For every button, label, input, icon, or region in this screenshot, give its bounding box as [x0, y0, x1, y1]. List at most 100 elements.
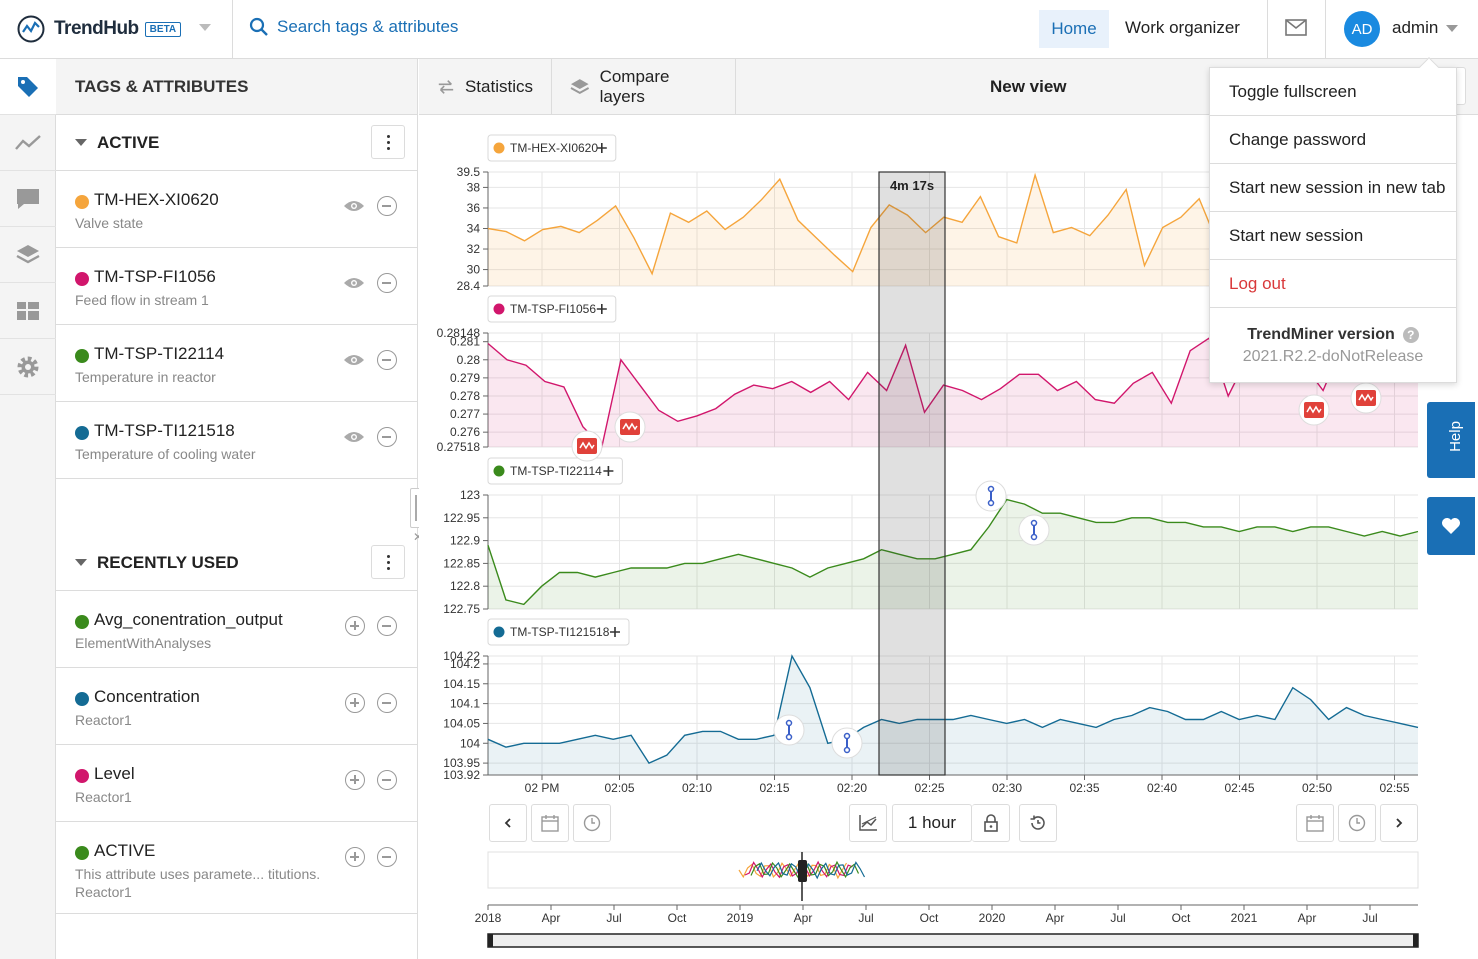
settings-nav-button[interactable]	[0, 339, 56, 395]
series-line	[487, 654, 1419, 764]
compare-layers-button[interactable]: Compare layers	[552, 59, 736, 115]
comment-icon	[17, 188, 39, 209]
app-logo[interactable]: TrendHub BETA	[16, 14, 182, 44]
y-tick-label: 104.2	[450, 657, 480, 671]
remove-icon[interactable]	[377, 847, 397, 867]
remove-icon[interactable]	[377, 196, 397, 216]
pin-icon-head	[1030, 519, 1038, 527]
recent-section-header[interactable]: RECENTLY USED	[56, 535, 417, 591]
layers-nav-button[interactable]	[0, 227, 56, 283]
remove-icon[interactable]	[377, 693, 397, 713]
next-period-button[interactable]	[1380, 804, 1418, 842]
add-icon[interactable]	[345, 770, 365, 790]
view-title[interactable]: New view	[990, 77, 1067, 96]
overview-tick-label: Jul	[858, 911, 873, 925]
clock-icon	[583, 814, 601, 832]
active-menu-button[interactable]	[371, 125, 405, 159]
chart-axes-icon	[859, 815, 877, 831]
toggle-fullscreen-item[interactable]: Toggle fullscreen	[1210, 68, 1456, 116]
tag-color-dot	[75, 846, 89, 860]
lock-icon	[983, 814, 998, 832]
close-icon[interactable]: ✕	[412, 530, 424, 544]
add-icon[interactable]	[345, 616, 365, 636]
chart-type-button[interactable]	[849, 804, 887, 842]
history-button[interactable]	[1019, 804, 1057, 842]
y-tick-label: 123	[460, 488, 480, 502]
remove-icon[interactable]	[377, 350, 397, 370]
help-tab[interactable]: Help	[1427, 402, 1475, 478]
calendar-button[interactable]	[531, 804, 569, 842]
favorites-tab[interactable]	[1427, 497, 1475, 555]
tag-actions	[345, 616, 397, 636]
eye-icon[interactable]	[343, 199, 365, 213]
logout-item[interactable]: Log out	[1210, 260, 1456, 308]
collapse-icon[interactable]	[75, 559, 87, 566]
tag-item[interactable]: Avg_conentration_output ElementWithAnalys…	[56, 591, 417, 668]
range-button[interactable]: 1 hour	[892, 804, 972, 842]
x-tick-label: 02:25	[914, 781, 944, 795]
eye-icon[interactable]	[343, 353, 365, 367]
remove-icon[interactable]	[377, 273, 397, 293]
remove-icon[interactable]	[377, 427, 397, 447]
remove-icon[interactable]	[377, 770, 397, 790]
help-label: Help	[1446, 421, 1464, 452]
eye-icon[interactable]	[343, 430, 365, 444]
y-tick-label: 36	[467, 201, 481, 215]
overview-scrollbar	[487, 933, 1419, 948]
tag-item[interactable]: Concentration Reactor1	[56, 668, 417, 745]
y-tick-label: 103.92	[443, 768, 480, 782]
remove-icon[interactable]	[377, 616, 397, 636]
new-session-tab-item[interactable]: Start new session in new tab	[1210, 164, 1456, 212]
active-section-header[interactable]: ACTIVE	[56, 115, 417, 171]
scrollbar-handle-left	[488, 934, 493, 947]
y-tick-label: 122.85	[443, 556, 480, 570]
add-icon[interactable]	[345, 693, 365, 713]
collapse-icon[interactable]	[75, 139, 87, 146]
chevron-down-icon[interactable]	[1446, 25, 1458, 32]
recent-menu-button[interactable]	[371, 545, 405, 579]
search-tags-button[interactable]: Search tags & attributes	[249, 17, 458, 37]
tag-item[interactable]: TM-TSP-TI22114 Temperature in reactor	[56, 325, 417, 402]
avatar[interactable]: AD	[1344, 11, 1380, 47]
change-password-item[interactable]: Change password	[1210, 116, 1456, 164]
tag-name: TM-TSP-TI22114	[94, 344, 225, 363]
user-menu[interactable]: admin	[1392, 18, 1439, 37]
new-session-item[interactable]: Start new session	[1210, 212, 1456, 260]
tag-item[interactable]: ACTIVE This attribute uses paramete... ti…	[56, 822, 417, 914]
overview-tick-label: 2018	[475, 911, 502, 925]
y-tick-label: 122.9	[450, 534, 480, 548]
scrollbar-handle-right	[1413, 934, 1418, 947]
calendar-end-button[interactable]	[1296, 804, 1334, 842]
help-question-icon[interactable]: ?	[1402, 327, 1419, 343]
tag-item[interactable]: TM-TSP-TI121518 Temperature of cooling wa…	[56, 402, 417, 479]
nav-work-organizer[interactable]: Work organizer	[1125, 18, 1240, 37]
time-button[interactable]	[573, 804, 611, 842]
lock-button[interactable]	[972, 804, 1010, 842]
tag-item[interactable]: Level Reactor1	[56, 745, 417, 822]
statistics-button[interactable]: Statistics	[419, 59, 552, 115]
chevron-left-icon	[504, 818, 511, 828]
chevron-down-icon[interactable]	[199, 24, 211, 31]
overview-series	[756, 861, 866, 880]
mail-icon[interactable]	[1285, 19, 1307, 42]
swap-arrows-icon	[438, 80, 454, 94]
version-info: TrendMiner version? 2021.R2.2-doNotRelea…	[1210, 308, 1456, 366]
x-tick-label: 02:55	[1379, 781, 1409, 795]
nav-home[interactable]: Home	[1039, 10, 1109, 48]
tags-nav-button[interactable]	[0, 59, 56, 115]
comments-nav-button[interactable]	[0, 171, 56, 227]
trends-nav-button[interactable]	[0, 115, 56, 171]
trend-line-icon	[15, 134, 41, 150]
prev-period-button[interactable]	[489, 804, 527, 842]
overview-tick-label: Jul	[1362, 911, 1377, 925]
dashboard-nav-button[interactable]	[0, 283, 56, 339]
compare-layers-label: Compare layers	[599, 67, 670, 106]
tag-icon	[18, 76, 38, 97]
add-icon[interactable]	[345, 847, 365, 867]
tag-item[interactable]: TM-TSP-FI1056 Feed flow in stream 1	[56, 248, 417, 325]
tag-description: ElementWithAnalyses	[75, 635, 212, 651]
tag-item[interactable]: TM-HEX-XI0620 Valve state	[56, 171, 417, 248]
time-end-button[interactable]	[1338, 804, 1376, 842]
eye-icon[interactable]	[343, 276, 365, 290]
trend-charts[interactable]: 39.5383634323028.4TM-HEX-XI06200.281480.…	[419, 115, 1478, 959]
